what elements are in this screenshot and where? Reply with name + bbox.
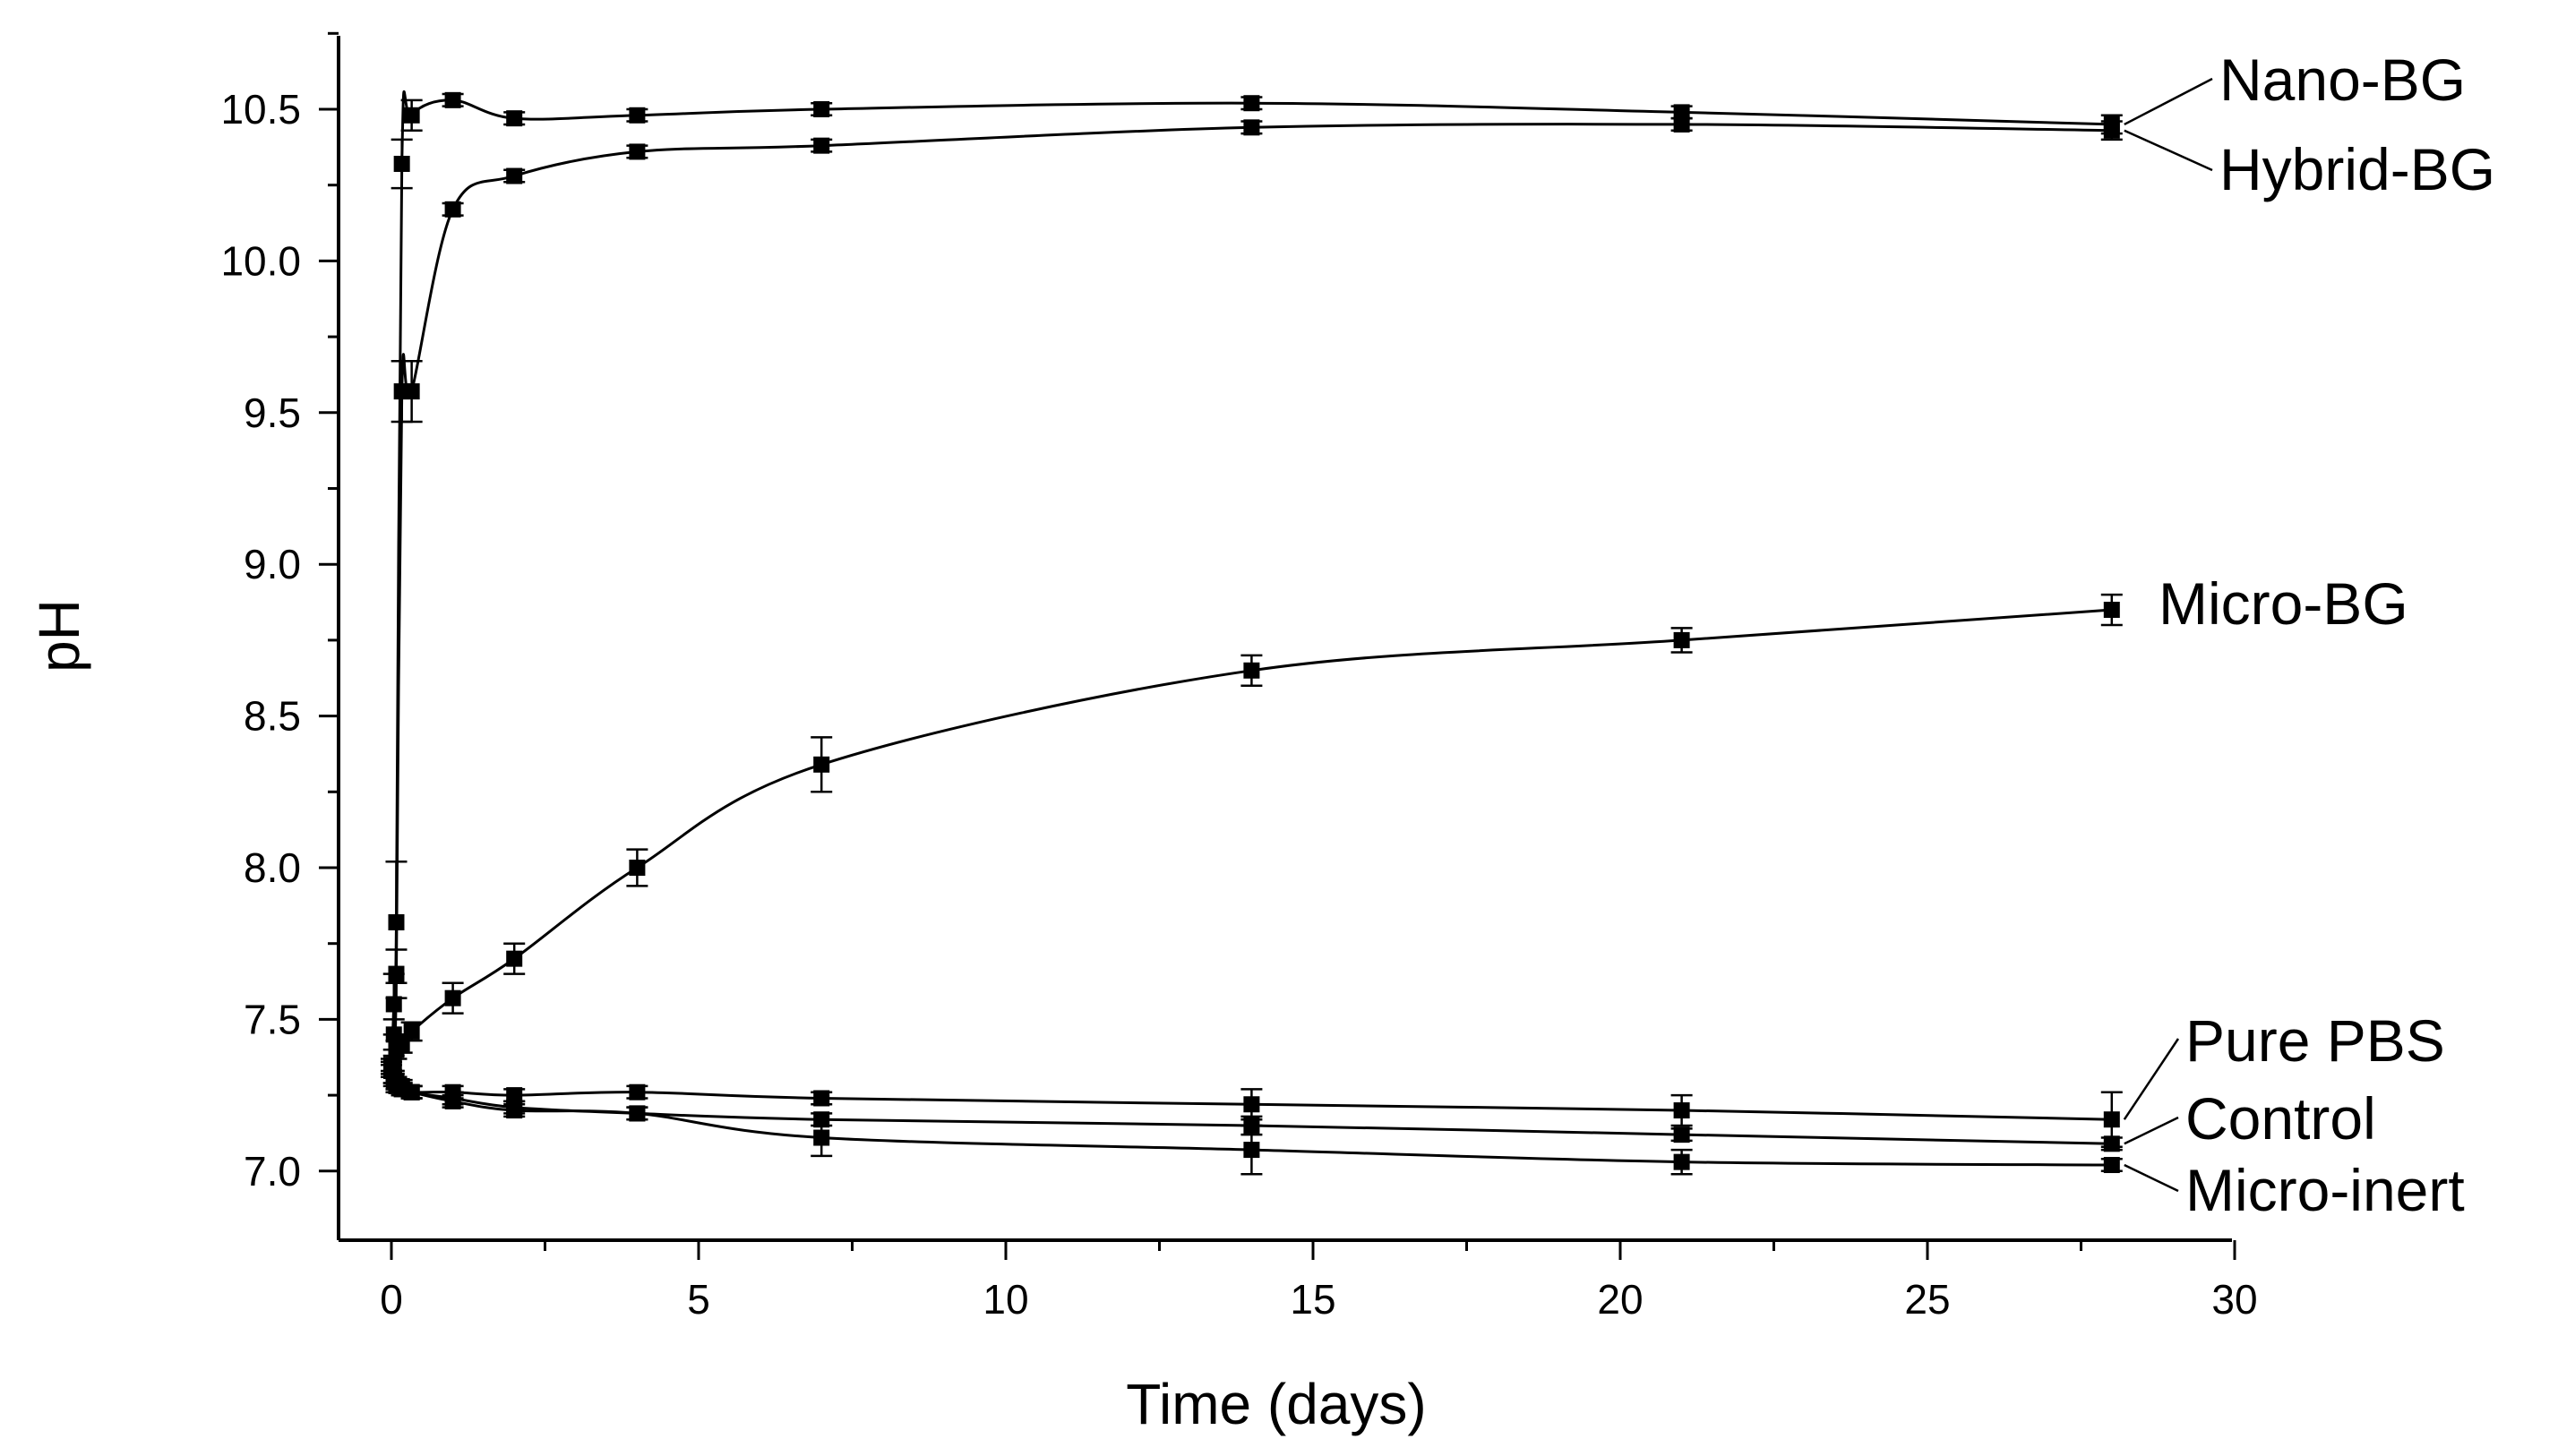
data-point [2103, 1111, 2120, 1128]
data-point [629, 143, 646, 160]
data-point [1243, 1096, 1260, 1113]
x-tick-label: 10 [983, 1276, 1028, 1323]
axes: 0 5 10 15 20 25 30 7.0 7.5 8.0 8.5 9.0 9.5 10.0 10.5 [220, 31, 2258, 1323]
x-tick-label: 25 [1904, 1276, 1950, 1323]
data-point [444, 201, 461, 218]
data-point [813, 137, 830, 154]
data-point [629, 1083, 646, 1101]
data-point [1673, 1153, 1690, 1170]
data-point [2103, 1135, 2120, 1152]
data-point [506, 1102, 523, 1119]
callout-pure-pbs [2123, 1038, 2180, 1120]
data-point [444, 989, 461, 1006]
data-point [403, 107, 420, 124]
y-tick-label: 9.5 [244, 390, 301, 436]
data-point [2103, 1157, 2120, 1174]
data-point [1243, 119, 1260, 136]
x-tick-label: 5 [687, 1276, 710, 1323]
data-point [813, 1129, 830, 1146]
plot-area [381, 90, 2123, 1176]
data-point [385, 996, 402, 1013]
y-tick-label: 10.5 [220, 86, 301, 133]
data-point [629, 1105, 646, 1122]
data-point [506, 167, 523, 184]
data-point [1243, 1142, 1260, 1159]
data-point [813, 1090, 830, 1107]
y-axis-title: pH [27, 599, 91, 672]
data-point [629, 107, 646, 124]
data-point [393, 155, 410, 172]
series-label-hybrid-bg: Hybrid-BG [2219, 136, 2495, 202]
series-label-control: Control [2185, 1085, 2376, 1152]
callout-micro-inert [2124, 1163, 2179, 1193]
data-point [444, 1092, 461, 1109]
series-label-nano-bg: Nano-BG [2219, 47, 2466, 113]
data-point [1673, 1102, 1690, 1119]
series-label-pure-pbs: Pure PBS [2185, 1007, 2445, 1074]
data-point [1243, 662, 1260, 679]
x-tick-label: 15 [1290, 1276, 1335, 1323]
y-tick-label: 8.0 [244, 844, 301, 891]
series-line-nano-bg [390, 90, 2112, 1072]
series-label-micro-bg: Micro-BG [2159, 570, 2408, 637]
data-point [813, 756, 830, 773]
data-point [506, 110, 523, 127]
data-point [444, 91, 461, 108]
data-point [2103, 122, 2120, 139]
callout-nano-bg [2124, 77, 2213, 126]
data-point [1673, 1126, 1690, 1143]
data-point [403, 1083, 420, 1101]
series-micro-bg [381, 593, 2123, 1079]
x-axis-title: Time (days) [1126, 1372, 1426, 1436]
series-hybrid-bg [381, 116, 2123, 1074]
callout-hybrid-bg [2124, 129, 2213, 172]
y-tick-label: 7.5 [244, 996, 301, 1042]
y-tick-label: 8.5 [244, 693, 301, 740]
data-point [403, 1023, 420, 1040]
series-line-hybrid-bg [390, 123, 2112, 1066]
y-tick-label: 9.0 [244, 541, 301, 587]
y-tick-label: 7.0 [244, 1148, 301, 1195]
data-point [403, 383, 420, 400]
data-point [2103, 602, 2120, 619]
series-labels: Nano-BG Hybrid-BG Micro-BG Pure PBS ControlM… [2123, 47, 2495, 1223]
series-micro-inert [381, 1062, 2123, 1176]
data-point [506, 1087, 523, 1104]
data-point [388, 965, 405, 982]
series-label-micro-inert: Micro-inert [2185, 1157, 2465, 1223]
y-tick-label: 10.0 [220, 237, 301, 284]
data-point [1673, 104, 1690, 121]
data-point [629, 860, 646, 876]
data-point [813, 101, 830, 117]
x-tick-label: 30 [2211, 1276, 2257, 1323]
x-tick-label: 0 [380, 1276, 403, 1323]
x-tick-label: 20 [1597, 1276, 1643, 1323]
data-point [1673, 116, 1690, 133]
data-point [1673, 631, 1690, 648]
data-point [1243, 95, 1260, 112]
series-nano-bg [381, 90, 2123, 1079]
data-point [506, 950, 523, 967]
callout-control [2124, 1116, 2179, 1145]
